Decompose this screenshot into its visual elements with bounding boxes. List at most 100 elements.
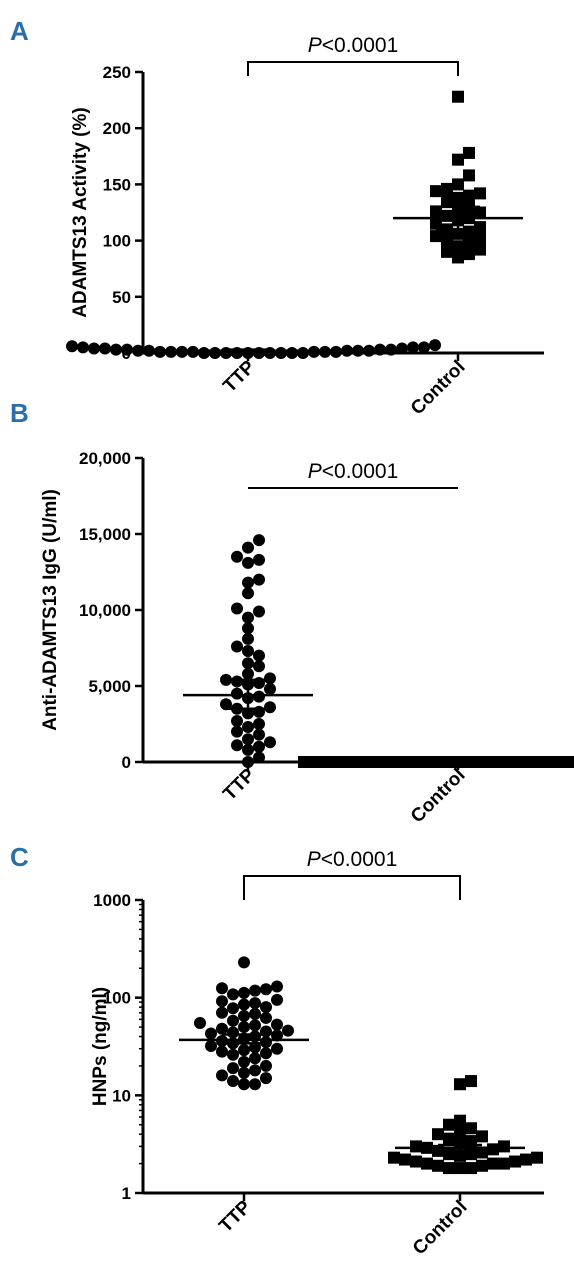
category-label-ttp: TTP bbox=[219, 764, 259, 804]
data-point bbox=[297, 347, 309, 359]
data-point bbox=[249, 997, 261, 1010]
y-tick-label: 150 bbox=[103, 175, 131, 194]
data-point bbox=[353, 756, 365, 768]
data-point bbox=[474, 243, 486, 256]
data-point bbox=[77, 341, 89, 354]
data-point bbox=[88, 342, 100, 355]
data-point bbox=[443, 1162, 455, 1175]
data-point bbox=[432, 1159, 444, 1172]
series-ttp bbox=[179, 956, 309, 1091]
data-point bbox=[121, 343, 133, 356]
data-point bbox=[249, 1064, 261, 1077]
panel-A: A050100150200250ADAMTS13 Activity (%)TTP… bbox=[10, 16, 544, 419]
data-point bbox=[242, 657, 254, 670]
data-point bbox=[231, 725, 243, 738]
data-point bbox=[249, 1019, 261, 1032]
data-point bbox=[443, 1118, 455, 1131]
data-point bbox=[220, 698, 232, 711]
data-point bbox=[465, 1075, 477, 1088]
data-point bbox=[410, 1140, 422, 1153]
y-tick-label: 100 bbox=[103, 989, 131, 1008]
category-label-ttp: TTP bbox=[219, 356, 259, 396]
data-point bbox=[242, 541, 254, 554]
data-point bbox=[441, 194, 453, 207]
panel-letter: B bbox=[10, 398, 29, 428]
y-tick-label: 1 bbox=[122, 1184, 131, 1203]
data-point bbox=[238, 956, 250, 969]
data-point bbox=[441, 209, 453, 222]
data-point bbox=[352, 344, 364, 357]
data-point bbox=[231, 675, 243, 688]
data-point bbox=[454, 1149, 466, 1162]
data-point bbox=[452, 178, 464, 191]
category-label-control: Control bbox=[409, 1197, 472, 1260]
data-point bbox=[198, 347, 210, 359]
y-tick-label: 0 bbox=[122, 753, 131, 772]
data-point bbox=[253, 573, 265, 586]
panel-letter: A bbox=[10, 16, 29, 46]
series-ttp bbox=[66, 339, 441, 359]
y-axis-title: ADAMTS13 Activity (%) bbox=[70, 107, 91, 317]
data-point bbox=[363, 344, 375, 357]
data-point bbox=[463, 146, 475, 159]
data-point bbox=[216, 1045, 228, 1058]
data-point bbox=[194, 1017, 206, 1030]
data-point bbox=[375, 756, 387, 768]
data-point bbox=[238, 1009, 250, 1022]
data-point bbox=[143, 344, 155, 357]
data-point bbox=[264, 683, 276, 696]
data-point bbox=[253, 728, 265, 741]
data-point bbox=[452, 90, 464, 103]
data-point bbox=[319, 345, 331, 358]
data-point bbox=[271, 1029, 283, 1042]
data-point bbox=[452, 227, 464, 240]
y-tick-label: 5,000 bbox=[88, 677, 131, 696]
data-point bbox=[529, 756, 541, 768]
data-point bbox=[452, 191, 464, 204]
panel-B: B 0 5,000 10,000 15,000 20,000 Anti-ADAMTS13 I… bbox=[10, 398, 574, 827]
p-value-annotation: P<0.0001 bbox=[308, 34, 399, 57]
data-point bbox=[227, 1075, 239, 1088]
data-point bbox=[264, 672, 276, 685]
data-point bbox=[271, 1042, 283, 1055]
data-point bbox=[399, 1153, 411, 1166]
data-point bbox=[253, 690, 265, 703]
data-point bbox=[463, 169, 475, 182]
data-point bbox=[253, 649, 265, 662]
data-point bbox=[364, 756, 376, 768]
data-point bbox=[430, 205, 442, 218]
series-control bbox=[393, 90, 523, 264]
data-point bbox=[452, 153, 464, 166]
data-point bbox=[452, 251, 464, 264]
data-point bbox=[110, 343, 122, 356]
data-point bbox=[231, 602, 243, 615]
data-point bbox=[227, 1048, 239, 1061]
data-point bbox=[341, 344, 353, 357]
series-control bbox=[298, 756, 574, 768]
data-point bbox=[551, 756, 563, 768]
data-point bbox=[410, 1155, 422, 1168]
data-point bbox=[260, 1011, 272, 1024]
data-point bbox=[518, 756, 530, 768]
data-point bbox=[242, 645, 254, 658]
data-point bbox=[231, 714, 243, 727]
data-point bbox=[264, 701, 276, 714]
y-axis-title: HNPs (ng/ml) bbox=[90, 987, 111, 1106]
data-point bbox=[421, 1157, 433, 1170]
data-point bbox=[238, 1044, 250, 1057]
data-point bbox=[242, 667, 254, 680]
data-point bbox=[231, 739, 243, 752]
data-point bbox=[242, 756, 254, 768]
data-point bbox=[418, 341, 430, 354]
data-point bbox=[474, 232, 486, 245]
data-point bbox=[260, 1047, 272, 1060]
data-point bbox=[386, 756, 398, 768]
data-point bbox=[253, 605, 265, 618]
data-point bbox=[441, 182, 453, 195]
data-point bbox=[320, 756, 332, 768]
data-point bbox=[260, 1001, 272, 1014]
data-point bbox=[298, 756, 310, 768]
data-point bbox=[242, 743, 254, 756]
data-point bbox=[253, 740, 265, 753]
data-point bbox=[330, 345, 342, 358]
